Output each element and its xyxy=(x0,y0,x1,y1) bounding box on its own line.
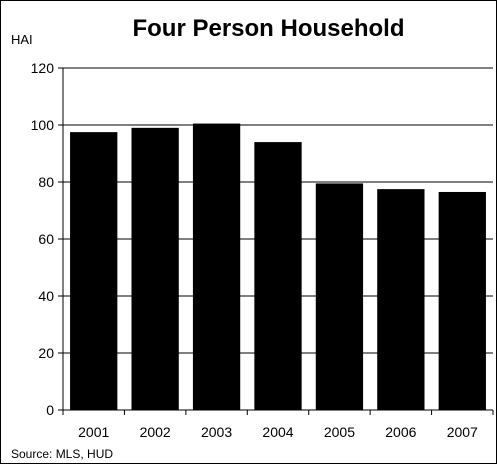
y-tick-label: 100 xyxy=(31,117,55,133)
y-tick-label: 120 xyxy=(31,60,55,76)
x-tick-label: 2006 xyxy=(385,424,416,440)
bar-2007 xyxy=(438,191,486,410)
bar-2003 xyxy=(192,123,241,410)
y-tick-label: 80 xyxy=(38,174,54,190)
bar-2001 xyxy=(70,132,118,410)
y-tick-label: 20 xyxy=(38,345,54,361)
y-tick-label: 40 xyxy=(38,288,54,304)
chart-title: Four Person Household xyxy=(132,15,405,42)
x-tick-label: 2001 xyxy=(78,424,109,440)
source-note: Source: MLS, HUD xyxy=(11,447,114,461)
x-tick-label: 2002 xyxy=(140,424,171,440)
x-tick-label: 2003 xyxy=(201,424,232,440)
bar-2002 xyxy=(131,127,179,410)
x-tick-label: 2007 xyxy=(447,424,478,440)
y-tick-label: 60 xyxy=(38,231,54,247)
bar-2004 xyxy=(254,142,302,410)
y-tick-label: 0 xyxy=(46,402,54,418)
x-tick-label: 2004 xyxy=(262,424,293,440)
y-axis-label: HAI xyxy=(11,32,33,47)
bar-2006 xyxy=(377,189,425,410)
x-tick-label: 2005 xyxy=(324,424,355,440)
bar-2005 xyxy=(315,183,364,410)
